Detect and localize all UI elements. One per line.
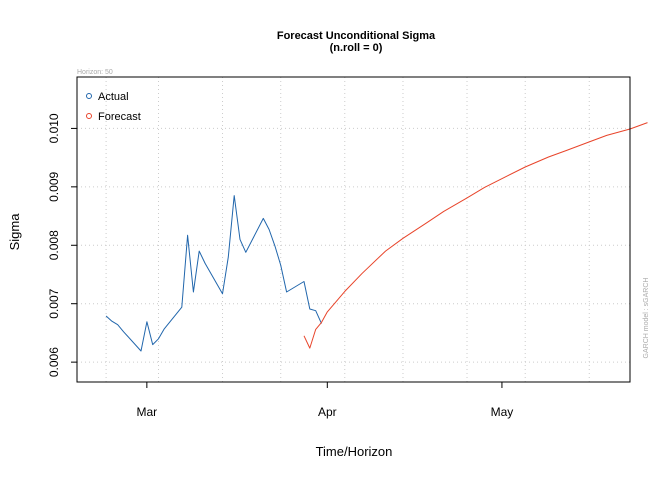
x-tick-label-2: May bbox=[491, 405, 514, 419]
series-line-forecast bbox=[303, 122, 648, 349]
x-tick-label-0: Mar bbox=[137, 405, 158, 419]
y-tick-label-1: 0.007 bbox=[47, 288, 61, 318]
plot-frame bbox=[76, 76, 631, 383]
y-axis-label: Sigma bbox=[7, 213, 22, 251]
y-tick-label-2: 0.008 bbox=[47, 230, 61, 260]
series-line-actual bbox=[105, 195, 322, 352]
legend-marker-forecast bbox=[86, 113, 92, 119]
corner-note: Horizon: 50 bbox=[77, 69, 113, 76]
y-tick-label-3: 0.009 bbox=[47, 172, 61, 202]
legend: Actual Forecast bbox=[86, 91, 141, 123]
grid bbox=[77, 77, 630, 382]
series-layer bbox=[105, 122, 648, 352]
legend-marker-actual bbox=[86, 93, 92, 99]
y-axis: 0.006 0.007 0.008 0.009 0.010 bbox=[47, 113, 77, 377]
x-axis-label: Time/Horizon bbox=[316, 444, 393, 459]
x-tick-label-1: Apr bbox=[318, 405, 337, 419]
side-note: GARCH model : sGARCH bbox=[643, 278, 650, 359]
y-tick-label-4: 0.010 bbox=[47, 113, 61, 143]
legend-label-actual: Actual bbox=[98, 91, 129, 103]
chart-subtitle: (n.roll = 0) bbox=[330, 42, 383, 54]
x-axis: Mar Apr May bbox=[137, 382, 514, 419]
chart-title: Forecast Unconditional Sigma bbox=[277, 30, 436, 42]
legend-label-forecast: Forecast bbox=[98, 111, 141, 123]
y-tick-label-0: 0.006 bbox=[47, 347, 61, 377]
